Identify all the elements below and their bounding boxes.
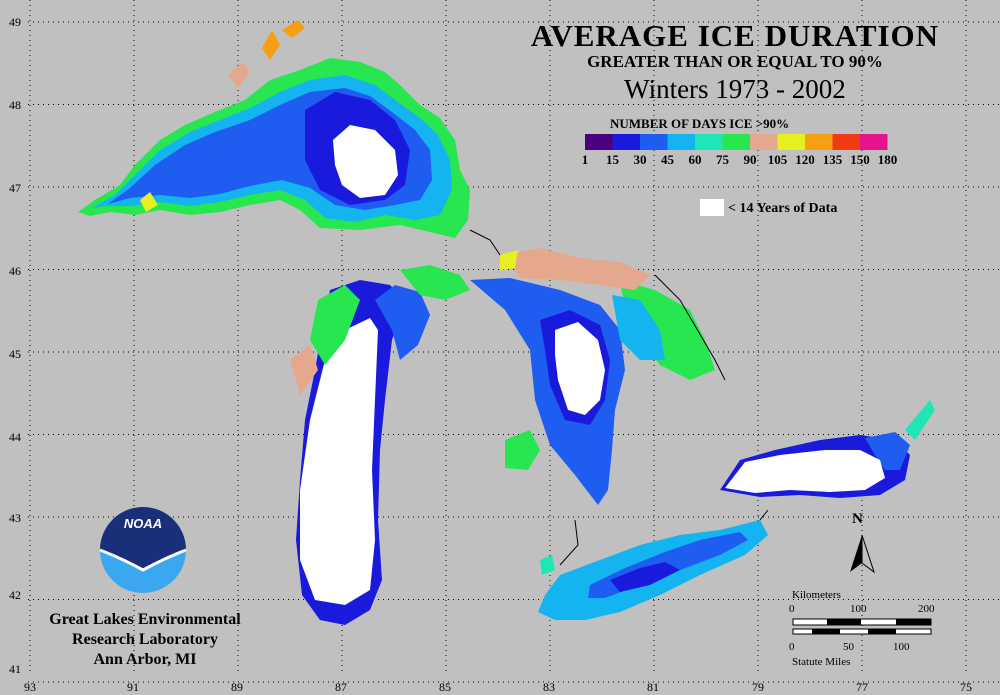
org-line: Research Laboratory [72, 631, 218, 648]
map-title: AVERAGE ICE DURATION [530, 18, 940, 53]
legend-tick-label: 90 [744, 152, 757, 167]
lon-label: 79 [752, 680, 764, 694]
scale-km-tick: 0 [789, 603, 795, 615]
scale-km-tick: 100 [850, 603, 867, 615]
legend-title: NUMBER OF DAYS ICE >90% [610, 116, 790, 131]
legend-tick-label: 105 [768, 152, 788, 167]
legend-tick-label: 30 [634, 152, 647, 167]
legend-colorbar [585, 134, 888, 150]
legend-swatch [722, 134, 750, 150]
graticule [28, 0, 1000, 683]
lon-label: 83 [543, 680, 555, 694]
lon-label: 77 [856, 680, 868, 694]
scale-bar [792, 618, 932, 635]
lat-label: 47 [9, 181, 21, 195]
lon-label: 89 [231, 680, 243, 694]
legend-swatch [640, 134, 668, 150]
lon-label: 91 [127, 680, 139, 694]
legend-swatch [585, 134, 613, 150]
legend-tick-label: 135 [823, 152, 843, 167]
scale-mi-tick: 50 [843, 641, 854, 653]
lon-label: 85 [439, 680, 451, 694]
scale-mi-tick: 0 [789, 641, 795, 653]
legend-tick-label: 150 [850, 152, 870, 167]
legend-tick-label: 180 [878, 152, 898, 167]
lon-label: 81 [647, 680, 659, 694]
lake-michigan [290, 265, 470, 625]
lake-superior [78, 20, 470, 238]
lon-label: 87 [335, 680, 347, 694]
lat-label: 42 [9, 588, 21, 602]
lat-label: 41 [9, 662, 21, 676]
legend-swatch [612, 134, 640, 150]
lat-label: 49 [9, 15, 21, 29]
legend-swatch [695, 134, 723, 150]
legend-tick-label: 75 [716, 152, 730, 167]
scale-km-label: Kilometers [792, 589, 841, 601]
lat-label: 48 [9, 98, 21, 112]
legend-swatch [860, 134, 888, 150]
scale-mi-label: Statute Miles [792, 656, 851, 668]
north-label: N [852, 511, 863, 527]
organization-block: Great Lakes Environmental Research Labor… [20, 610, 270, 670]
lat-label: 44 [9, 430, 21, 444]
lake-huron [470, 248, 715, 505]
lat-label: 45 [9, 347, 21, 361]
noaa-logo-text: NOAA [123, 516, 163, 531]
lake-ontario [720, 400, 935, 498]
legend-swatch [777, 134, 805, 150]
noaa-logo [99, 507, 187, 593]
org-line: Ann Arbor, MI [93, 651, 197, 668]
org-line: Great Lakes Environmental [49, 611, 241, 628]
legend-tick-label: 120 [795, 152, 815, 167]
legend-swatch [832, 134, 860, 150]
legend-tick-label: 15 [606, 152, 620, 167]
lake-erie [538, 520, 768, 620]
map-period: Winters 1973 - 2002 [624, 74, 846, 104]
legend-tick-labels: 1 15 30 45 60 75 90 105 120 135 150 180 [582, 152, 898, 167]
nodata-swatch [700, 199, 724, 216]
legend-tick-label: 60 [689, 152, 702, 167]
scale-mi-tick: 100 [893, 641, 910, 653]
legend-tick-label: 45 [661, 152, 675, 167]
lat-label: 43 [9, 511, 21, 525]
legend-tick-label: 1 [582, 152, 589, 167]
scale-km-tick: 200 [918, 603, 935, 615]
legend-swatch [750, 134, 778, 150]
nodata-label: < 14 Years of Data [728, 201, 838, 216]
legend-swatch [667, 134, 695, 150]
lat-label: 46 [9, 264, 21, 278]
map-subtitle: GREATER THAN OR EQUAL TO 90% [587, 52, 883, 71]
north-arrow-icon [850, 534, 875, 574]
lon-label: 93 [24, 680, 36, 694]
lon-label: 75 [960, 680, 972, 694]
legend-swatch [805, 134, 833, 150]
shorelines [469, 229, 769, 566]
